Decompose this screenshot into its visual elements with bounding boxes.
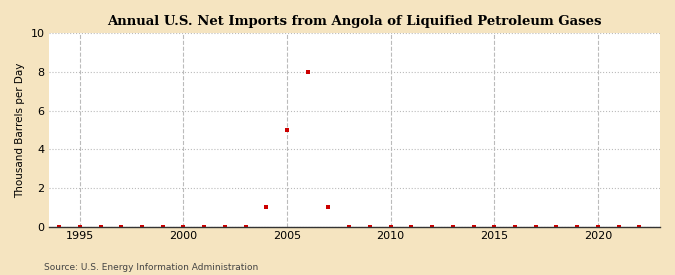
Text: Source: U.S. Energy Information Administration: Source: U.S. Energy Information Administ… bbox=[44, 263, 258, 272]
Title: Annual U.S. Net Imports from Angola of Liquified Petroleum Gases: Annual U.S. Net Imports from Angola of L… bbox=[107, 15, 601, 28]
Y-axis label: Thousand Barrels per Day: Thousand Barrels per Day bbox=[15, 62, 25, 198]
